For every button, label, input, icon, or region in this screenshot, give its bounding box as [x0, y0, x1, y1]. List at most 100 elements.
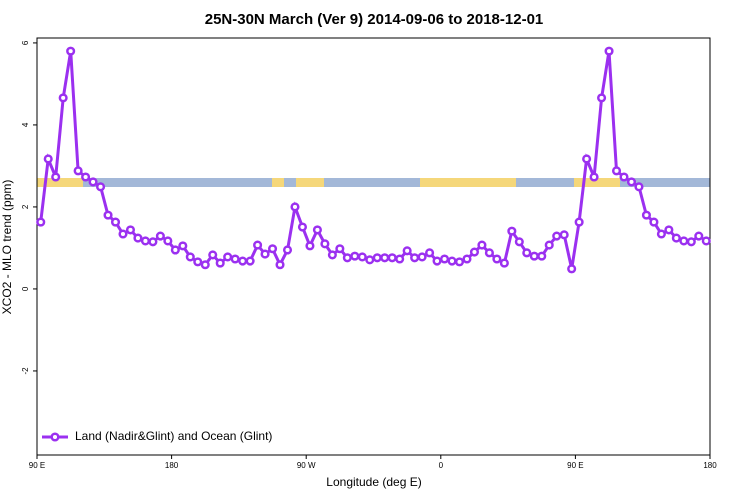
point: [245, 256, 255, 266]
point: [178, 241, 188, 251]
plot-frame: [36, 37, 711, 456]
land-band: [420, 178, 516, 187]
land-ocean-strip: [37, 178, 710, 187]
legend-label: Land (Nadir&Glint) and Ocean (Glint): [75, 429, 272, 443]
point: [51, 172, 61, 182]
point: [350, 251, 360, 261]
point: [170, 245, 180, 255]
y-tick-label: 6: [21, 40, 30, 45]
x-tick-label: 0: [439, 461, 444, 470]
x-tick-label: 180: [703, 461, 717, 470]
point: [155, 231, 165, 241]
point: [410, 253, 420, 263]
point: [439, 254, 450, 264]
point: [81, 172, 91, 182]
point: [447, 256, 457, 266]
point: [365, 255, 375, 265]
point: [499, 258, 509, 268]
point: [432, 256, 442, 266]
point: [544, 240, 554, 250]
point: [312, 225, 322, 235]
point: [417, 252, 427, 262]
point: [118, 229, 128, 239]
y-tick-label: -2: [21, 367, 30, 375]
x-axis-label: Longitude (deg E): [326, 475, 421, 489]
x-tick-label: 90 E: [567, 461, 583, 470]
point: [215, 258, 225, 268]
point: [694, 231, 704, 241]
point: [649, 217, 659, 227]
point: [297, 222, 308, 232]
point: [305, 241, 315, 251]
ocean-band: [37, 178, 710, 187]
point: [552, 231, 562, 241]
legend-marker: [50, 432, 60, 442]
x-tick-label: 90 E: [29, 461, 45, 470]
land-band: [296, 178, 324, 187]
chart-title: 25N-30N March (Ver 9) 2014-09-06 to 2018…: [205, 11, 544, 28]
point: [484, 248, 494, 258]
land-band: [37, 178, 83, 187]
point: [253, 240, 263, 250]
land-band: [574, 178, 620, 187]
point: [686, 237, 696, 247]
point: [230, 254, 240, 264]
point: [73, 166, 83, 176]
point: [514, 237, 524, 247]
point: [36, 217, 46, 227]
point: [380, 253, 390, 263]
point: [679, 236, 689, 246]
point: [193, 257, 203, 267]
point: [88, 177, 98, 187]
point: [626, 177, 637, 187]
point: [387, 253, 397, 263]
point: [282, 245, 293, 255]
point: [58, 93, 68, 103]
point: [66, 46, 76, 56]
y-axis-label: XCO2 - MLO trend (ppm): [0, 180, 14, 315]
point: [223, 252, 233, 262]
point: [320, 239, 330, 249]
point: [268, 244, 278, 254]
point: [469, 247, 480, 257]
point: [567, 264, 577, 274]
point: [238, 256, 248, 266]
point: [492, 254, 502, 264]
point: [125, 225, 136, 235]
point: [200, 260, 210, 270]
point: [275, 260, 285, 270]
point: [477, 240, 487, 250]
point: [140, 236, 150, 246]
point: [559, 230, 569, 240]
x-tick-label: 180: [165, 461, 179, 470]
y-tick-label: 0: [21, 286, 30, 291]
point: [507, 226, 517, 236]
point: [163, 236, 173, 246]
point: [372, 253, 382, 263]
point: [402, 246, 412, 256]
point: [335, 244, 345, 254]
point: [619, 172, 629, 182]
point: [671, 233, 681, 243]
point: [110, 217, 121, 227]
point: [462, 254, 472, 264]
point: [604, 46, 614, 56]
point: [537, 251, 547, 261]
point: [582, 154, 592, 164]
y-tick-label: 2: [21, 204, 30, 209]
point: [656, 229, 666, 239]
y-tick-label: 4: [21, 122, 30, 127]
point: [290, 202, 300, 212]
point: [43, 154, 53, 164]
point: [454, 257, 465, 267]
point: [148, 237, 158, 247]
point: [641, 210, 651, 220]
point: [103, 210, 113, 220]
point: [327, 250, 337, 260]
point: [522, 248, 532, 258]
point: [611, 166, 622, 176]
point: [208, 250, 218, 260]
point: [342, 253, 352, 263]
point: [634, 182, 644, 192]
